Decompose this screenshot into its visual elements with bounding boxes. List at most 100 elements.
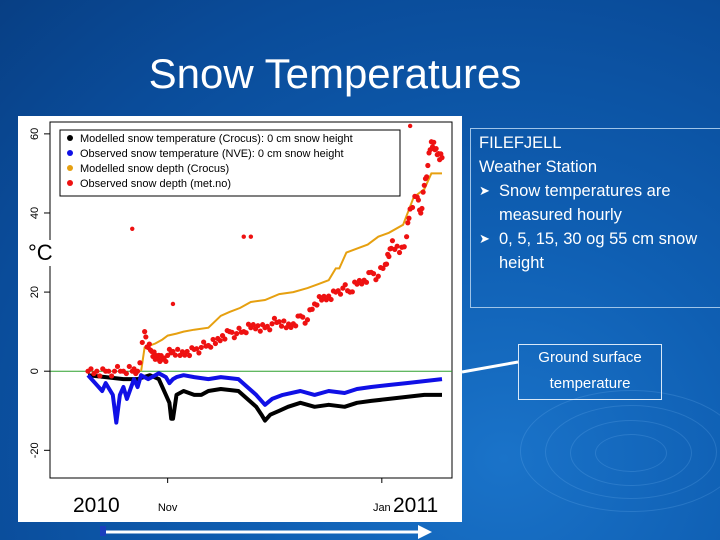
legend-box <box>59 129 401 197</box>
y-tick-label: -20 <box>29 442 41 458</box>
data-point-observed-depth <box>163 358 169 365</box>
data-point-observed-depth <box>342 282 348 288</box>
data-point-observed-depth <box>405 220 411 226</box>
y-axis: -20 0 20 40 60 <box>29 128 51 458</box>
data-point-observed-depth <box>182 352 188 358</box>
station-name: FILEFJELL <box>479 134 562 152</box>
data-point-observed-depth <box>257 328 263 334</box>
ground-surface-callout: Ground surface temperature <box>518 344 662 400</box>
legend-marker <box>67 165 73 171</box>
data-point-observed-depth <box>126 363 132 370</box>
y-tick-label: 20 <box>29 286 41 298</box>
y-tick-label: 0 <box>29 368 41 374</box>
data-point-observed-depth <box>236 325 242 331</box>
legend: Modelled snow temperature (Crocus): 0 cm… <box>59 129 401 197</box>
legend-marker <box>67 135 73 141</box>
data-point-observed-depth <box>419 205 425 212</box>
series-group <box>85 123 445 425</box>
data-point-observed-depth <box>439 155 445 161</box>
series-observed-snow-depth <box>85 123 445 379</box>
data-point-observed-depth <box>349 289 355 295</box>
data-point-observed-depth-outlier <box>241 234 246 239</box>
year-label-start: 2010 <box>70 494 123 518</box>
bullet-text: Snow temperatures are measured hourly <box>499 182 671 224</box>
data-point-observed-depth <box>97 373 103 379</box>
data-point-observed-depth <box>229 329 235 335</box>
data-point-observed-depth <box>396 249 403 256</box>
data-point-observed-depth <box>143 334 149 340</box>
time-arrow-head <box>418 525 432 539</box>
data-point-observed-depth <box>300 314 306 320</box>
data-point-observed-depth <box>255 323 261 329</box>
y-tick-label: 60 <box>29 128 41 140</box>
data-point-observed-depth-outlier <box>130 226 135 231</box>
series-line-modelled-snow-depth <box>140 172 442 372</box>
data-point-observed-depth <box>175 346 181 352</box>
data-point-observed-depth <box>283 325 289 331</box>
data-point-observed-depth <box>370 271 377 277</box>
data-point-observed-depth <box>111 368 118 374</box>
data-point-observed-depth <box>314 302 320 308</box>
y-tick-label: 40 <box>29 207 41 219</box>
data-point-observed-depth <box>114 363 121 370</box>
legend-entry: Observed snow temperature (NVE): 0 cm sn… <box>80 148 344 160</box>
data-point-observed-depth <box>389 238 396 244</box>
data-point-observed-depth <box>234 331 240 337</box>
callout-line-2: temperature <box>549 375 631 392</box>
data-point-observed-depth <box>139 339 145 346</box>
data-point-observed-depth <box>323 297 329 303</box>
data-point-observed-depth <box>281 318 287 324</box>
callout-pointer-line <box>461 360 519 374</box>
data-point-observed-depth <box>375 273 381 279</box>
data-point-observed-depth <box>109 373 115 379</box>
data-point-observed-depth-outlier <box>170 301 176 307</box>
data-point-observed-depth <box>425 162 431 169</box>
data-point-observed-depth <box>146 341 152 347</box>
time-arrow-start-mark <box>100 526 106 536</box>
data-point-observed-depth <box>383 261 390 267</box>
data-point-observed-depth <box>288 324 294 331</box>
data-point-observed-depth <box>319 297 325 303</box>
data-point-observed-depth <box>433 146 439 152</box>
snow-chart: -20 0 20 40 60 Nov Jan Modelled snow temperat… <box>29 121 453 514</box>
year-label-end: 2011 <box>390 494 442 518</box>
data-point-observed-depth <box>424 174 430 180</box>
legend-marker <box>67 180 73 186</box>
legend-marker <box>67 150 73 156</box>
data-point-observed-depth <box>106 368 112 374</box>
arrow-bullet-icon: ➤ <box>479 231 490 246</box>
data-point-observed-depth <box>210 336 216 343</box>
legend-entry: Modelled snow temperature (Crocus): 0 cm… <box>80 133 353 145</box>
data-point-observed-depth <box>123 370 129 377</box>
data-point-observed-depth <box>363 279 370 285</box>
data-point-observed-depth <box>415 197 421 203</box>
data-point-observed-depth <box>420 189 426 195</box>
data-point-observed-depth <box>201 339 207 345</box>
data-point-observed-depth <box>401 244 407 250</box>
bullet-item: ➤ 0, 5, 15, 30 og 55 cm snow height <box>479 227 713 275</box>
data-point-observed-depth <box>151 349 157 355</box>
x-axis: Nov Jan <box>158 478 391 514</box>
data-point-observed-depth <box>267 327 273 333</box>
data-point-observed-depth <box>278 323 285 329</box>
data-point-observed-depth <box>271 315 278 321</box>
data-point-observed-depth <box>142 329 148 335</box>
x-tick-label: Nov <box>158 502 178 514</box>
data-point-observed-depth <box>184 348 190 355</box>
bullet-text: 0, 5, 15, 30 og 55 cm snow height <box>499 230 698 272</box>
data-point-observed-depth <box>431 139 437 145</box>
slide-title: Snow Temperatures <box>148 50 522 97</box>
bullet-item: ➤ Snow temperatures are measured hourly <box>479 179 713 227</box>
data-point-observed-depth <box>196 350 202 356</box>
data-point-observed-depth <box>380 265 386 271</box>
data-point-observed-depth <box>386 253 392 260</box>
data-point-observed-depth <box>177 352 183 358</box>
data-point-observed-depth <box>243 330 249 336</box>
data-point-observed-depth <box>421 182 427 188</box>
x-tick-label: Jan <box>373 502 391 514</box>
data-point-observed-depth <box>304 317 311 323</box>
data-point-observed-depth <box>406 215 412 221</box>
legend-entry: Modelled snow depth (Crocus) <box>80 163 229 175</box>
data-point-observed-depth <box>404 234 410 240</box>
data-point-observed-depth <box>394 243 400 249</box>
